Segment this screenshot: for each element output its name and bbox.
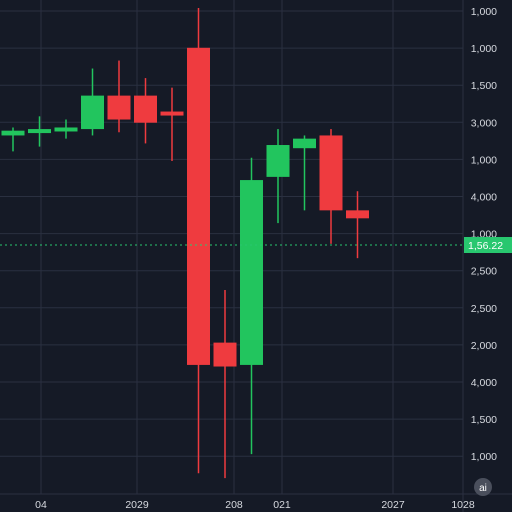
candle-body[interactable] [266, 145, 290, 177]
candle[interactable] [107, 60, 131, 133]
ai-badge[interactable]: ai [474, 478, 492, 496]
x-tick-label: 1028 [451, 499, 475, 511]
candle[interactable] [81, 68, 104, 136]
candle-body[interactable] [54, 127, 78, 132]
y-tick-label: 2,500 [471, 266, 497, 278]
candle-body[interactable] [160, 111, 184, 116]
candle-body[interactable] [28, 129, 51, 134]
x-tick-label: 208 [225, 499, 243, 511]
y-tick-label: 1,000 [471, 43, 497, 55]
candle[interactable] [28, 116, 51, 147]
candle[interactable] [187, 7, 210, 474]
candle-layer [1, 7, 369, 479]
y-tick-label: 4,000 [471, 192, 497, 204]
y-tick-label: 1,000 [471, 154, 497, 166]
y-tick-label: 4,000 [471, 377, 497, 389]
y-tick-label: 1,500 [471, 80, 497, 92]
y-tick-label: 1,000 [471, 6, 497, 18]
y-tick-label: 1,500 [471, 414, 497, 426]
current-price-tag: 1,56.22 [464, 237, 512, 253]
y-tick-label: 2,500 [471, 303, 497, 315]
current-price-tag-bg [464, 237, 512, 253]
candle-body[interactable] [81, 95, 104, 130]
y-tick-label: 3,000 [471, 117, 497, 129]
x-tick-label: 021 [273, 499, 291, 511]
ai-badge-circle[interactable] [474, 478, 492, 496]
y-tick-label: 1,000 [471, 451, 497, 463]
candle[interactable] [346, 191, 369, 259]
candle-body[interactable] [346, 210, 369, 219]
candle-body[interactable] [187, 47, 210, 365]
candle[interactable] [240, 157, 263, 455]
candle-body[interactable] [319, 135, 343, 211]
y-tick-label: 2,000 [471, 340, 497, 352]
candle-body[interactable] [293, 138, 316, 149]
x-tick-label: 2027 [381, 499, 405, 511]
ai-badge-label[interactable]: ai [479, 483, 487, 494]
candle-body[interactable] [134, 95, 157, 123]
candle-body[interactable] [213, 342, 237, 367]
candle[interactable] [319, 129, 343, 244]
candle-body[interactable] [240, 180, 263, 365]
candle-body[interactable] [1, 130, 25, 136]
candle-body[interactable] [107, 95, 131, 120]
time-axis: 04 2029 208 021 2027 1028 [35, 499, 475, 511]
candle[interactable] [293, 135, 316, 211]
candle[interactable] [213, 290, 237, 479]
candle[interactable] [266, 129, 290, 224]
candle[interactable] [1, 127, 25, 152]
x-tick-label: 04 [35, 499, 47, 511]
current-price-tag-label: 1,56.22 [468, 240, 503, 252]
candle[interactable] [160, 87, 184, 161]
candle[interactable] [134, 78, 157, 144]
candle[interactable] [54, 119, 78, 139]
x-tick-label: 2029 [125, 499, 149, 511]
